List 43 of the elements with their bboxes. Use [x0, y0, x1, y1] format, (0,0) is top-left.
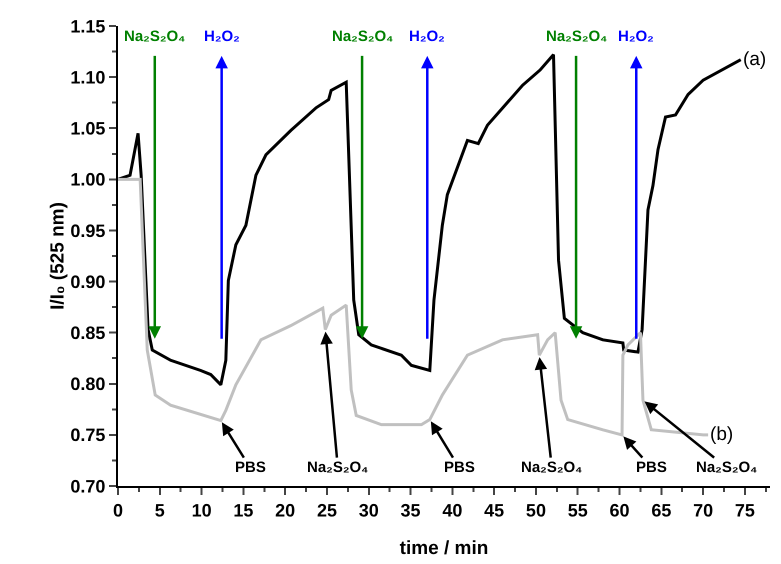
x-tick-label: 30: [358, 500, 379, 521]
annotation: PBS: [636, 459, 667, 476]
x-tick-label: 45: [484, 500, 504, 521]
x-tick-label: 50: [526, 500, 546, 521]
y-tick-label: 0.80: [70, 374, 106, 394]
x-tick-label: 20: [275, 500, 296, 521]
ref-line-label: H₂O₂: [618, 28, 654, 45]
ref-line-label: Na₂S₂O₄: [332, 28, 394, 45]
x-tick-label: 0: [112, 500, 124, 521]
annotation: Na₂S₂O₄: [521, 459, 582, 476]
ref-line-label: Na₂S₂O₄: [124, 28, 186, 45]
y-tick-label: 1.10: [70, 67, 106, 88]
annotation: Na₂S₂O₄: [307, 459, 368, 476]
line-series: [118, 178, 710, 436]
annotation: Na₂S₂O₄: [696, 459, 758, 476]
y-tick-label: 0.75: [70, 425, 106, 446]
x-tick-label: 75: [734, 500, 755, 521]
ref-line-label: H₂O₂: [204, 28, 240, 45]
x-tick-label: 25: [316, 500, 337, 521]
x-axis-title: time / min: [400, 538, 488, 559]
y-tick-label: 1.15: [70, 16, 106, 36]
y-tick-label: 0.70: [70, 476, 106, 496]
x-tick-label: 55: [568, 500, 588, 521]
series-label: (b): [710, 424, 734, 445]
x-tick-label: 70: [693, 500, 714, 521]
annotation: PBS: [235, 459, 266, 476]
ref-line-label: H₂O₂: [409, 28, 445, 45]
series-label: (a): [743, 49, 766, 70]
x-tick-label: 5: [154, 500, 165, 521]
ref-line-label: Na₂S₂O₄: [546, 28, 608, 45]
annotation: PBS: [444, 459, 475, 476]
y-tick-label: 0.90: [70, 272, 106, 292]
x-tick-label: 10: [192, 500, 212, 521]
y-tick-label: 0.85: [70, 322, 106, 343]
x-tick-label: 65: [651, 500, 672, 521]
y-tick-label: 1.05: [70, 118, 106, 139]
y-tick-label: 0.95: [70, 220, 106, 241]
x-tick-label: 35: [400, 500, 421, 521]
x-tick-label: 60: [610, 500, 630, 521]
x-tick-label: 40: [442, 500, 462, 521]
y-tick-label: 1.00: [70, 170, 106, 190]
x-tick-label: 15: [233, 500, 254, 521]
y-axis-title: I/I₀ (525 nm): [47, 202, 68, 310]
